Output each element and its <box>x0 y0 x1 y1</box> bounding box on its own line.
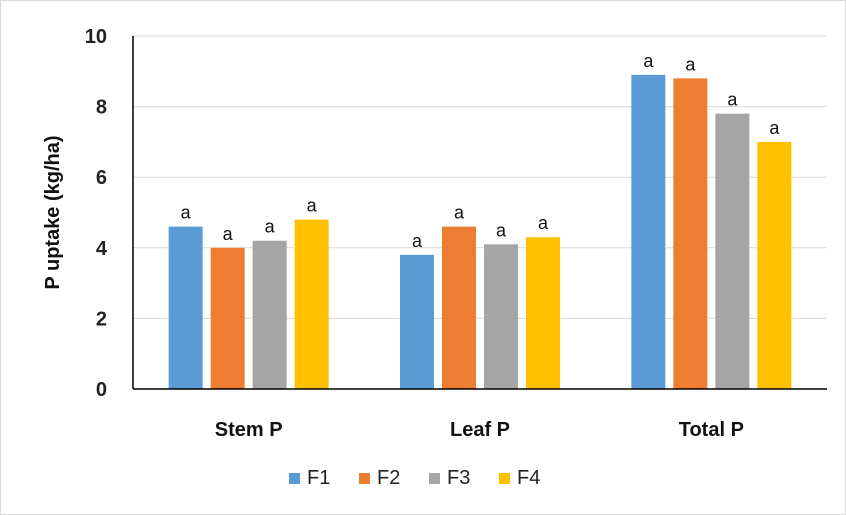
data-label: a <box>454 203 465 223</box>
legend-swatch-f4 <box>499 473 510 484</box>
legend-label: F1 <box>307 467 330 489</box>
data-label: a <box>307 196 318 216</box>
data-label: a <box>265 217 276 237</box>
bar-f2-total-p <box>673 78 708 390</box>
bar-f3-leaf-p <box>484 244 518 389</box>
y-tick-label: 4 <box>96 238 108 260</box>
data-label: a <box>727 90 738 110</box>
data-label: a <box>181 203 192 223</box>
legend-swatch-f2 <box>359 473 370 484</box>
bar-f3-stem-p <box>252 240 287 389</box>
bar-f1-total-p <box>631 74 666 389</box>
data-labels: a a a a a a a a a a a a <box>181 51 781 251</box>
legend-label: F2 <box>377 467 400 489</box>
bar-f4-leaf-p <box>526 237 560 389</box>
legend: F1 F2 F3 F4 <box>289 467 540 489</box>
bar-f4-total-p <box>757 141 792 389</box>
y-tick-label: 0 <box>96 379 107 401</box>
bar-f2-stem-p <box>210 247 245 389</box>
y-tick-label: 2 <box>96 308 107 330</box>
bar-f4-stem-p <box>294 219 329 389</box>
bars <box>168 74 792 390</box>
data-label: a <box>685 54 696 74</box>
legend-label: F3 <box>447 467 470 489</box>
y-tick-label: 6 <box>96 167 107 189</box>
y-tick-label: 8 <box>96 97 107 119</box>
data-label: a <box>538 213 549 233</box>
bar-f3-total-p <box>715 113 750 389</box>
data-label: a <box>769 118 780 138</box>
x-category-label: Leaf P <box>450 419 510 441</box>
bar-f2-leaf-p <box>442 226 476 389</box>
data-label: a <box>412 231 423 251</box>
y-axis-title: P uptake (kg/ha) <box>42 135 64 289</box>
legend-swatch-f1 <box>289 473 300 484</box>
gridlines <box>133 35 827 319</box>
data-label: a <box>643 51 654 71</box>
x-category-label: Stem P <box>215 419 283 441</box>
data-label: a <box>496 220 507 240</box>
legend-swatch-f3 <box>429 473 440 484</box>
y-tick-label: 10 <box>85 26 107 48</box>
data-label: a <box>223 224 234 244</box>
legend-label: F4 <box>517 467 540 489</box>
axes: 0 2 4 6 8 10 Stem P Leaf P Total P <box>85 26 827 441</box>
x-category-label: Total P <box>679 419 744 441</box>
bar-f1-stem-p <box>168 226 203 389</box>
bar-f1-leaf-p <box>400 254 434 389</box>
